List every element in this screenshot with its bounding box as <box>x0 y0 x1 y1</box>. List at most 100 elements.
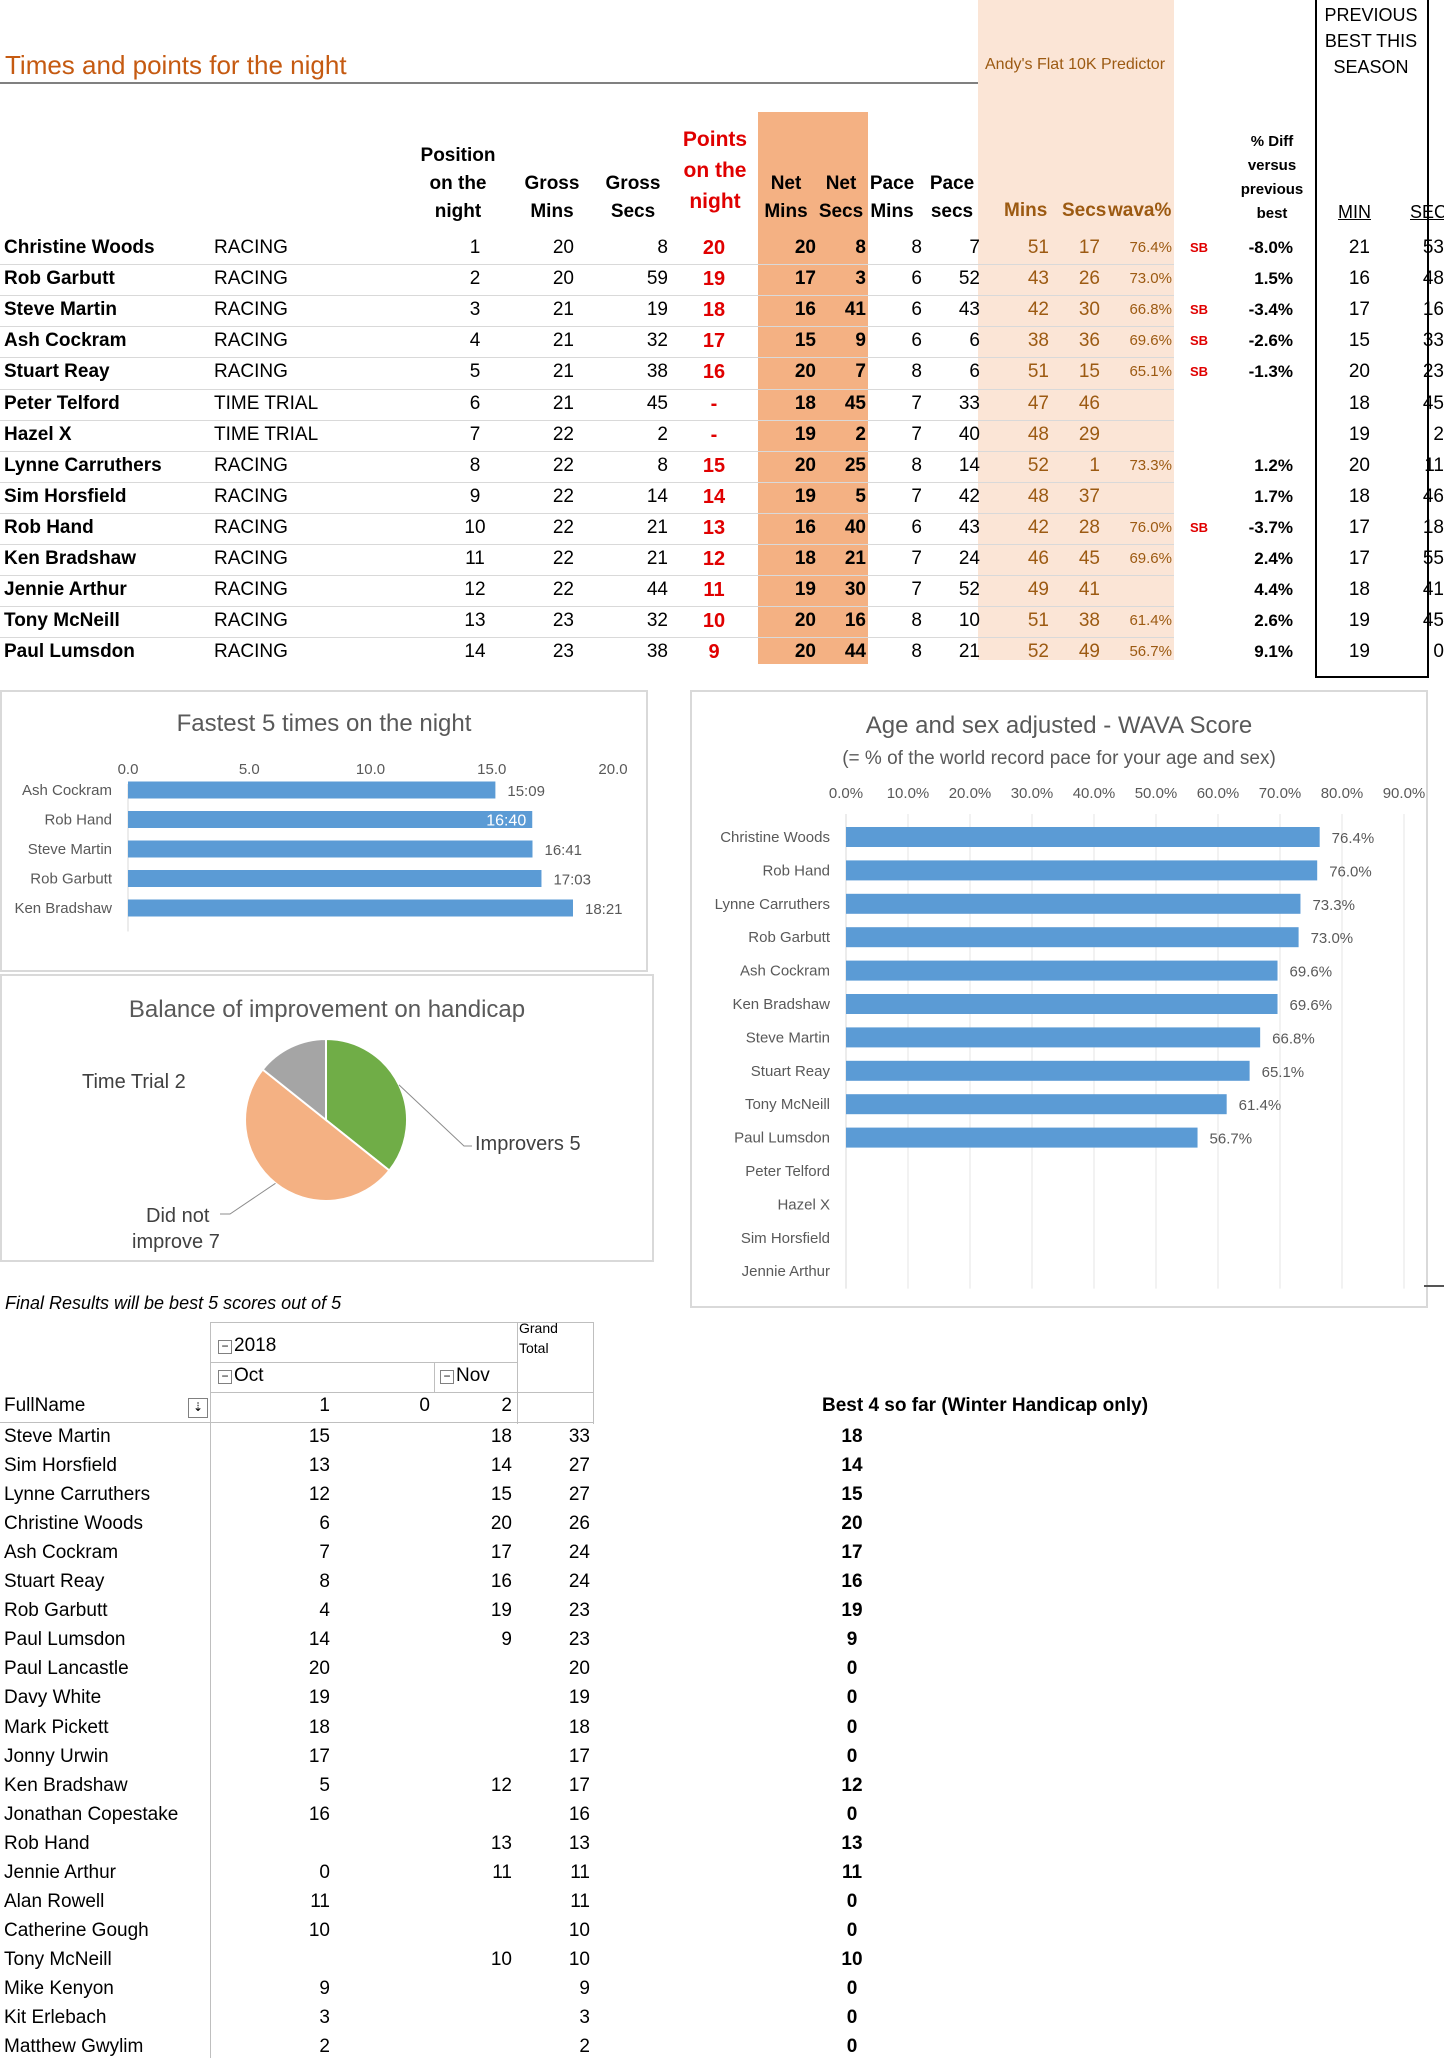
table-row: Lynne Carruthers RACING 8 22 8 15 20 25 8 14 52 1 73… <box>0 450 1444 482</box>
sb-badge: SB <box>1190 364 1209 380</box>
header-net-secs-line: Secs <box>818 201 864 222</box>
pred-secs-cell: 26 <box>1078 268 1100 290</box>
position-cell: 1 <box>469 237 481 258</box>
wava-score-chart: Age and sex adjusted - WAVA Score (= % o… <box>690 690 1428 1308</box>
pivot-name: Rob Garbutt <box>4 1600 108 1622</box>
points-cell: 20 <box>702 237 726 259</box>
pie-slice <box>261 1037 327 1123</box>
pivot-best: 11 <box>841 1861 863 1883</box>
category-label: Ash Cockram <box>740 963 830 980</box>
chart-subtitle: (= % of the world record pace for your a… <box>842 748 1276 769</box>
runner-name: Rob Garbutt <box>4 268 115 290</box>
prev-sec-cell: 53 <box>1422 237 1444 258</box>
pivot-row: Paul Lumsdon 14 9 23 9 <box>0 1627 1200 1656</box>
filter-dropdown-button[interactable]: ⇣ <box>188 1398 208 1418</box>
net-secs-cell: 40 <box>844 516 866 538</box>
pivot-name: Davy White <box>4 1687 102 1709</box>
prev-sec-cell: 55 <box>1422 548 1444 569</box>
pivot-oct: 5 <box>319 1774 330 1796</box>
runner-name: Jennie Arthur <box>4 579 127 601</box>
data-label: 76.0% <box>1329 863 1372 880</box>
pivot-row: Stuart Reay 8 16 24 16 <box>0 1569 1200 1598</box>
collapse-nov-button[interactable]: − <box>440 1370 454 1384</box>
pace-mins-cell: 7 <box>911 485 922 507</box>
prev-min-cell: 17 <box>1348 299 1370 321</box>
table-row: Paul Lumsdon RACING 14 23 38 9 20 44 8 21 52 49 56.7… <box>0 637 1444 668</box>
pivot-name: Kit Erlebach <box>4 2007 107 2028</box>
row-divider <box>0 295 1174 297</box>
net-mins-cell: 16 <box>794 299 816 321</box>
gross-mins-cell: 22 <box>552 579 574 601</box>
position-cell: 7 <box>469 423 481 445</box>
table-row: Hazel X TIME TRIAL 7 22 2-19 2 7 40 48 29 19 2 <box>0 419 1444 451</box>
pivot-best: 0 <box>846 1919 858 1941</box>
net-mins-cell: 17 <box>794 268 816 290</box>
header-net-mins: Net Mins <box>756 170 816 226</box>
pivot-name: Stuart Reay <box>4 1571 105 1593</box>
pivot-total: 16 <box>568 1803 590 1825</box>
pred-mins-cell: 52 <box>1027 454 1049 476</box>
page-title: Times and points for the night <box>5 50 347 80</box>
header-pct-diff-line: % Diff <box>1250 133 1294 150</box>
x-tick-label: 20.0 <box>598 761 627 778</box>
bar <box>128 840 533 858</box>
points-cell: 15 <box>702 454 726 477</box>
net-secs-cell: 44 <box>844 641 866 663</box>
pred-mins-cell: 48 <box>1027 423 1049 445</box>
pivot-name: Tony McNeill <box>4 1948 112 1970</box>
fastest-times-svg: 0.0 5.0 10.0 15.0 20.0 Ash Cockram 15:09 Rob Ha… <box>14 761 628 932</box>
net-mins-cell: 20 <box>794 610 816 632</box>
pivot-row: Mark Pickett 18 18 0 <box>0 1715 1200 1744</box>
pivot-gridline <box>210 1362 517 1363</box>
pivot-nov: 14 <box>490 1455 512 1477</box>
runner-name: Ken Bradshaw <box>4 548 136 569</box>
gross-mins-cell: 20 <box>552 237 574 258</box>
pivot-total: 9 <box>579 1977 590 1999</box>
prev-min-cell: 20 <box>1348 454 1370 476</box>
header-wava: wava% <box>1108 200 1172 221</box>
pivot-oct: 14 <box>308 1629 330 1651</box>
pivot-total: 2 <box>579 2036 590 2058</box>
pivot-name: Mark Pickett <box>4 1716 109 1738</box>
grand-total-line: Total <box>519 1340 549 1356</box>
category-label: Rob Garbutt <box>748 929 831 946</box>
header-points: Points on the night <box>670 124 760 217</box>
pivot-oct: 17 <box>308 1745 330 1767</box>
table-row: Sim Horsfield RACING 9 22 14 14 19 5 7 42 48 37 1.7%… <box>0 481 1444 513</box>
pivot-nov: 18 <box>490 1426 512 1447</box>
prev-min-cell: 18 <box>1348 579 1370 601</box>
pivot-row: Jonny Urwin 17 17 0 <box>0 1744 1200 1773</box>
pivot-best: 19 <box>841 1600 863 1622</box>
row-divider <box>0 264 1174 266</box>
gross-secs-cell: 21 <box>646 516 668 538</box>
runner-name: Stuart Reay <box>4 361 110 383</box>
category-label: Sim Horsfield <box>741 1230 830 1247</box>
pivot-row: Alan Rowell 11 11 0 <box>0 1889 1200 1918</box>
pace-secs-cell: 43 <box>958 516 980 538</box>
pivot-gridline <box>210 1392 594 1393</box>
x-tick-label: 10.0% <box>887 785 930 802</box>
pivot-total: 11 <box>570 1890 590 1912</box>
pivot-oct: 11 <box>310 1890 330 1912</box>
pivot-oct: 3 <box>319 2007 330 2028</box>
data-label: 69.6% <box>1290 964 1333 981</box>
pivot-total: 11 <box>570 1861 590 1883</box>
header-pace-mins-line: Pace <box>869 173 915 194</box>
data-label: 15:09 <box>507 783 545 800</box>
bar <box>846 893 1301 914</box>
pred-secs-cell: 1 <box>1089 454 1100 476</box>
prev-min-cell: 18 <box>1348 485 1370 507</box>
collapse-year-button[interactable]: − <box>218 1340 232 1354</box>
row-divider <box>0 450 1174 452</box>
collapse-oct-button[interactable]: − <box>218 1370 232 1384</box>
pivot-best: 10 <box>841 1948 863 1970</box>
pct-diff-cell: -3.7% <box>1248 517 1293 537</box>
prev-sec-cell: 23 <box>1422 361 1444 383</box>
pred-mins-cell: 46 <box>1027 548 1049 569</box>
pivot-total: 23 <box>568 1600 590 1622</box>
pivot-total: 27 <box>568 1484 590 1506</box>
runner-name: Ash Cockram <box>4 330 127 352</box>
pivot-name: Steve Martin <box>4 1426 111 1447</box>
row-divider <box>0 326 1174 328</box>
pace-secs-cell: 40 <box>958 423 980 445</box>
